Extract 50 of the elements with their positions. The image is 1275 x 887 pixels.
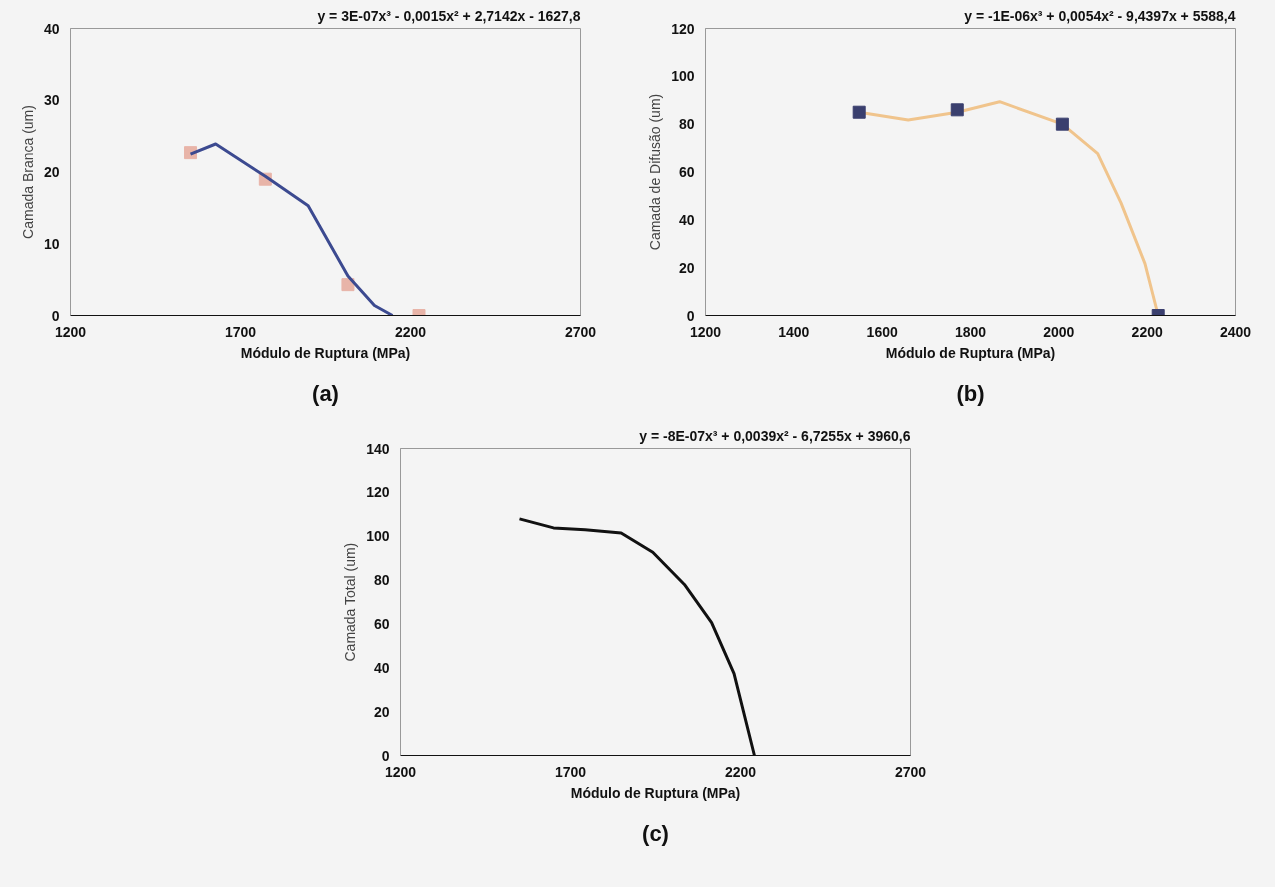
x-axis-title: Módulo de Ruptura (MPa) <box>240 344 411 361</box>
text: y = -1E-06x³ + 0,0054x² - 9,4397x + 5588,4 <box>964 7 1236 24</box>
point <box>1055 117 1069 131</box>
y-tick-label: 60 <box>678 164 695 180</box>
y-tick-label: 60 <box>373 615 390 632</box>
y-tick-label: 0 <box>686 307 695 324</box>
x-tick-label: 2200 <box>724 763 757 780</box>
y-tick-label: 120 <box>366 484 390 501</box>
x-tick-label: 2000 <box>1043 323 1075 340</box>
x-tick-label: 1800 <box>954 323 987 340</box>
x-tick-label: 1200 <box>54 323 87 340</box>
x-axis-title: Módulo de Ruptura (MPa) <box>885 344 1056 361</box>
text: (b) <box>956 380 985 406</box>
y-tick-label: 100 <box>671 68 695 85</box>
x-tick-label: 2700 <box>564 323 597 340</box>
y-tick-label: 0 <box>381 747 390 764</box>
text: (c) <box>642 820 669 846</box>
y-tick-label: 20 <box>678 259 695 276</box>
text: y = 3E-07x³ - 0,0015x² + 2,7142x - 1627,8 <box>317 7 581 24</box>
y-axis-title: Camada Branca (um) <box>19 105 36 239</box>
x-tick-label: 1400 <box>778 323 810 340</box>
y-tick-label: 30 <box>43 92 60 109</box>
x-tick-label: 2400 <box>1219 323 1252 340</box>
y-tick-label: 10 <box>43 235 60 252</box>
x-axis-title: Módulo de Ruptura (MPa) <box>570 784 741 801</box>
text: y = -8E-07x³ + 0,0039x² - 6,7255x + 3960,6 <box>639 427 911 444</box>
y-tick-label: 40 <box>43 20 60 37</box>
x-tick-label: 1200 <box>689 323 722 340</box>
point <box>852 105 866 119</box>
x-tick-label: 2200 <box>1131 323 1163 340</box>
y-axis-title: Camada Total (um) <box>342 542 359 662</box>
y-tick-label: 140 <box>366 440 390 457</box>
x-tick-label: 1700 <box>554 763 587 780</box>
x-tick-label: 1200 <box>384 763 417 780</box>
y-tick-label: 80 <box>678 116 695 133</box>
y-tick-label: 120 <box>671 20 695 37</box>
x-tick-label: 2700 <box>894 763 927 780</box>
x-tick-label: 2200 <box>394 323 427 340</box>
y-tick-label: 20 <box>43 164 60 180</box>
text: (a) <box>312 380 339 406</box>
y-tick-label: 80 <box>373 572 390 589</box>
y-axis-title: Camada de Difusão (um) <box>647 93 664 251</box>
y-tick-label: 20 <box>373 703 390 720</box>
x-tick-label: 1700 <box>224 323 257 340</box>
y-tick-label: 0 <box>51 307 60 324</box>
y-tick-label: 100 <box>366 528 390 545</box>
point <box>950 103 964 117</box>
y-tick-label: 40 <box>678 211 695 228</box>
x-tick-label: 1600 <box>866 323 898 340</box>
y-tick-label: 40 <box>373 659 390 676</box>
